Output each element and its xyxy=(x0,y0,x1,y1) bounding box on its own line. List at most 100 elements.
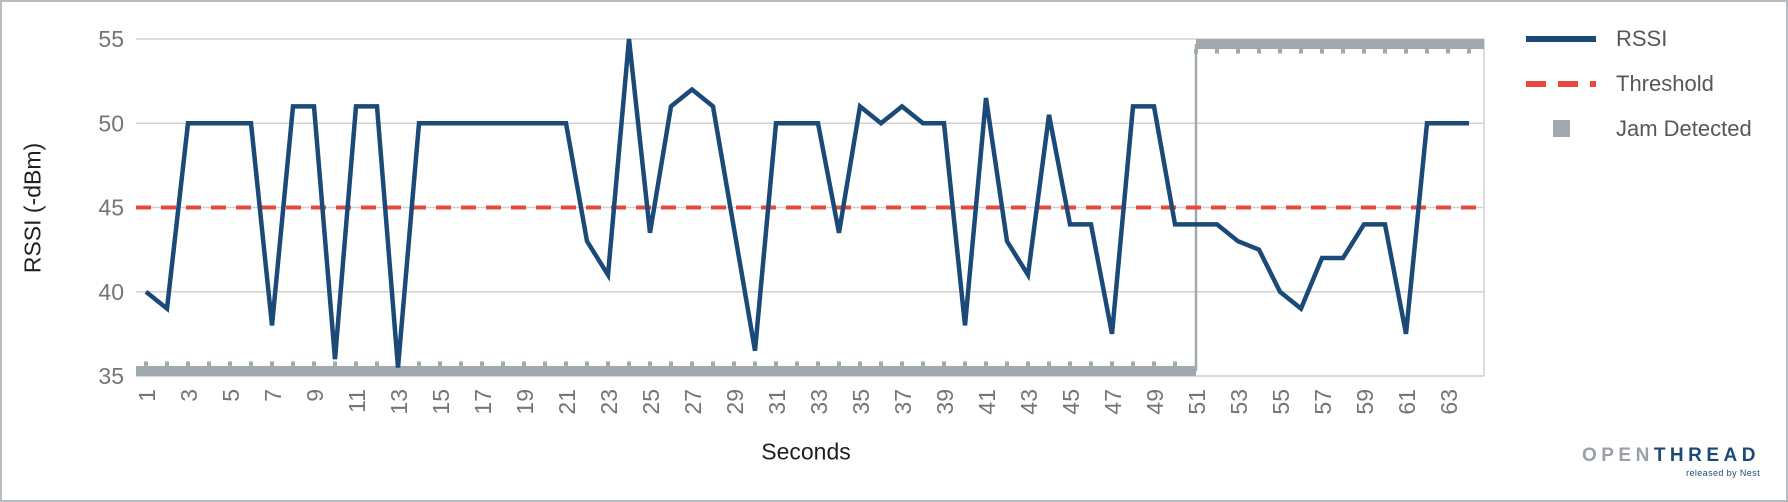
legend-item-jam: Jam Detected xyxy=(1526,106,1752,151)
jam-point-marker xyxy=(984,361,988,366)
jam-point-marker xyxy=(522,361,526,366)
jam-point-marker xyxy=(921,361,925,366)
jam-square-swatch-icon xyxy=(1526,120,1596,137)
jam-point-marker xyxy=(291,361,295,366)
rssi-line-swatch-icon xyxy=(1526,35,1596,42)
x-tick-label-7: 7 xyxy=(260,389,286,402)
jam-point-marker xyxy=(669,361,673,366)
jam-point-marker xyxy=(1089,361,1093,366)
jam-point-marker xyxy=(1236,49,1240,54)
x-tick-label-19: 19 xyxy=(512,389,538,415)
x-tick-label-9: 9 xyxy=(302,389,328,402)
y-tick-label-55: 55 xyxy=(98,26,124,52)
jam-point-marker xyxy=(270,361,274,366)
jam-point-marker xyxy=(543,361,547,366)
x-tick-label-23: 23 xyxy=(596,389,622,415)
x-tick-label-49: 49 xyxy=(1142,389,1168,415)
jam-point-marker xyxy=(1005,361,1009,366)
jam-point-marker xyxy=(1404,49,1408,54)
x-tick-label-15: 15 xyxy=(428,389,454,415)
jam-point-marker xyxy=(1446,49,1450,54)
jam-point-marker xyxy=(942,361,946,366)
jam-point-marker xyxy=(438,361,442,366)
jam-point-marker xyxy=(186,361,190,366)
jam-point-marker xyxy=(207,361,211,366)
y-tick-label-35: 35 xyxy=(98,363,124,389)
jam-point-marker xyxy=(249,361,253,366)
jam-point-marker xyxy=(753,361,757,366)
legend-label-jam: Jam Detected xyxy=(1616,115,1752,141)
x-tick-label-21: 21 xyxy=(554,389,580,415)
x-tick-label-13: 13 xyxy=(386,389,412,415)
jam-point-marker xyxy=(1173,361,1177,366)
x-tick-label-3: 3 xyxy=(176,389,202,402)
x-tick-label-33: 33 xyxy=(806,389,832,415)
jam-point-marker xyxy=(228,361,232,366)
x-tick-label-53: 53 xyxy=(1226,389,1252,415)
jam-point-marker xyxy=(1194,49,1198,54)
jam-point-marker xyxy=(1320,49,1324,54)
legend-item-threshold: Threshold xyxy=(1526,61,1752,106)
jam-point-marker xyxy=(711,361,715,366)
jam-point-marker xyxy=(564,361,568,366)
x-tick-label-5: 5 xyxy=(218,389,244,402)
jam-point-marker xyxy=(312,361,316,366)
jam-point-marker xyxy=(1341,49,1345,54)
x-tick-label-61: 61 xyxy=(1394,389,1420,415)
x-tick-label-63: 63 xyxy=(1436,389,1462,415)
x-tick-label-35: 35 xyxy=(848,389,874,415)
jam-point-marker xyxy=(1152,361,1156,366)
x-tick-label-11: 11 xyxy=(344,389,370,413)
jam-band-high xyxy=(1196,39,1484,50)
jam-point-marker xyxy=(1278,49,1282,54)
y-tick-label-40: 40 xyxy=(98,279,124,305)
x-tick-label-43: 43 xyxy=(1016,389,1042,415)
jam-point-marker xyxy=(774,361,778,366)
jam-point-marker xyxy=(480,361,484,366)
x-tick-label-55: 55 xyxy=(1268,389,1294,415)
jam-point-marker xyxy=(375,361,379,366)
x-tick-label-1: 1 xyxy=(134,389,160,402)
legend-label-rssi: RSSI xyxy=(1616,25,1668,51)
jam-point-marker xyxy=(1026,361,1030,366)
jam-point-marker xyxy=(837,361,841,366)
jam-band-low xyxy=(136,365,1196,376)
jam-point-marker xyxy=(1047,361,1051,366)
jam-point-marker xyxy=(144,361,148,366)
jam-point-marker xyxy=(816,361,820,366)
jam-point-marker xyxy=(1299,49,1303,54)
legend-label-threshold: Threshold xyxy=(1616,70,1714,96)
jam-point-marker xyxy=(690,361,694,366)
jam-point-marker xyxy=(1110,361,1114,366)
rssi-line xyxy=(144,38,1469,368)
jam-point-marker xyxy=(627,361,631,366)
jam-point-marker xyxy=(963,361,967,366)
jam-point-marker xyxy=(1215,49,1219,54)
jam-point-marker xyxy=(795,361,799,366)
openthread-logo-wordmark: OPENTHREAD xyxy=(1582,445,1760,467)
jam-point-marker xyxy=(1425,49,1429,54)
x-tick-label-37: 37 xyxy=(890,389,916,415)
x-tick-label-57: 57 xyxy=(1310,389,1336,415)
x-tick-label-59: 59 xyxy=(1352,389,1378,415)
legend-item-rssi: RSSI xyxy=(1526,16,1752,61)
x-axis-title: Seconds xyxy=(761,438,851,465)
x-tick-label-51: 51 xyxy=(1184,389,1210,415)
x-tick-label-25: 25 xyxy=(638,389,664,415)
jam-point-marker xyxy=(1383,49,1387,54)
jam-point-marker xyxy=(165,361,169,366)
jam-point-marker xyxy=(585,361,589,366)
y-tick-label-50: 50 xyxy=(98,110,124,136)
openthread-logo: OPENTHREAD released by Nest xyxy=(1582,445,1760,478)
jam-point-marker xyxy=(354,361,358,366)
x-tick-label-29: 29 xyxy=(722,389,748,415)
x-tick-label-31: 31 xyxy=(764,389,790,415)
y-axis-title: RSSI (-dBm) xyxy=(19,142,46,274)
x-tick-label-45: 45 xyxy=(1058,389,1084,415)
jam-point-marker xyxy=(1131,361,1135,366)
jam-point-marker xyxy=(501,361,505,366)
jam-point-marker xyxy=(1068,361,1072,366)
legend: RSSI Threshold Jam Detected xyxy=(1526,16,1752,151)
x-tick-label-27: 27 xyxy=(680,389,706,415)
